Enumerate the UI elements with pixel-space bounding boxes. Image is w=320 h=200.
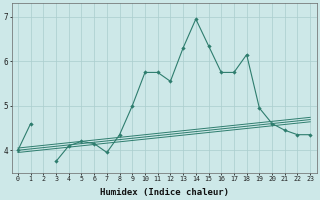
X-axis label: Humidex (Indice chaleur): Humidex (Indice chaleur) xyxy=(100,188,228,197)
